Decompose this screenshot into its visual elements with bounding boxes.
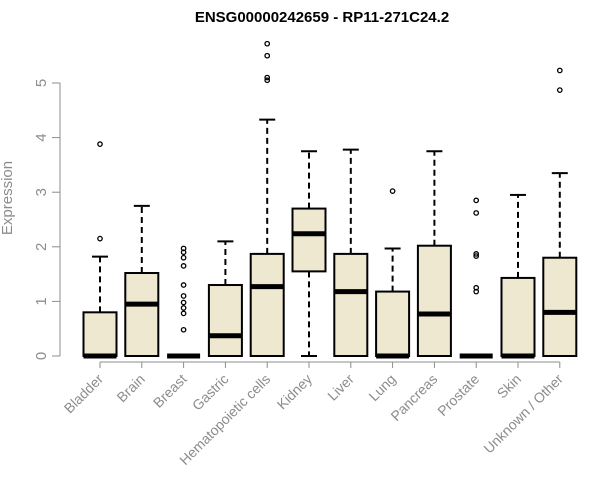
x-tick-label: Brain <box>113 371 147 405</box>
box-skin <box>500 193 536 359</box>
box-gastric <box>207 240 243 357</box>
outlier-point <box>180 326 187 333</box>
outlier-point <box>264 77 271 84</box>
chart-title: ENSG00000242659 - RP11-271C24.2 <box>195 9 449 26</box>
outlier-point <box>180 305 187 311</box>
outlier-point <box>180 299 187 306</box>
outlier-point <box>180 310 187 317</box>
box-iqr <box>333 252 369 357</box>
x-tick-label: Unknown / Other <box>480 371 566 457</box>
y-axis: 0 1 2 3 4 5 <box>33 79 61 360</box>
box-iqr <box>375 290 411 357</box>
outlier-point <box>180 254 187 261</box>
box-pancreas <box>416 150 452 357</box>
outlier-point <box>389 188 396 194</box>
y-axis-label: Expression <box>0 161 16 235</box>
outlier-point <box>180 293 187 299</box>
outlier-point <box>264 52 271 59</box>
box-iqr <box>542 256 578 357</box>
box-iqr <box>500 276 536 357</box>
outlier-point <box>180 282 187 288</box>
y-tick-label: 0 <box>33 352 50 360</box>
x-tick-label: Kidney <box>274 371 316 413</box>
box-iqr <box>249 252 285 357</box>
outlier-point <box>556 87 563 93</box>
outlier-point <box>473 251 480 257</box>
box-liver <box>333 148 369 357</box>
box-iqr <box>416 244 452 357</box>
outlier-point <box>473 197 480 204</box>
x-tick-label: Liver <box>324 371 357 404</box>
y-tick-label: 3 <box>33 188 50 196</box>
box-unknown-other <box>542 67 578 357</box>
box-series <box>82 40 578 359</box>
box-iqr <box>82 311 118 358</box>
x-tick-label: Lung <box>365 371 398 404</box>
x-tick-label: Bladder <box>61 371 107 417</box>
box-prostate <box>459 197 493 359</box>
outlier-point <box>473 210 480 216</box>
y-tick-label: 5 <box>33 79 50 87</box>
y-tick-label: 1 <box>33 297 50 305</box>
x-tick-label: Prostate <box>434 371 482 419</box>
x-tick-label: Skin <box>494 371 525 402</box>
outlier-point <box>473 253 480 259</box>
outlier-point <box>97 141 103 148</box>
box-hematopoietic-cells <box>249 40 285 357</box>
y-tick-label: 2 <box>33 243 50 251</box>
x-tick-label: Breast <box>150 371 190 411</box>
outlier-point <box>264 40 271 47</box>
y-tick-label: 4 <box>33 133 50 141</box>
box-kidney <box>291 150 327 357</box>
outlier-point <box>97 235 103 242</box>
outlier-point <box>264 74 271 81</box>
box-lung <box>375 188 411 359</box>
box-iqr <box>124 272 160 357</box>
outlier-point <box>180 263 187 269</box>
outlier-point <box>556 67 563 74</box>
box-breast <box>167 245 201 359</box>
outlier-point <box>473 284 480 291</box>
box-iqr <box>207 284 243 357</box>
box-bladder <box>82 141 118 359</box>
outlier-point <box>180 245 187 252</box>
box-iqr <box>291 207 327 273</box>
box-brain <box>124 204 160 357</box>
